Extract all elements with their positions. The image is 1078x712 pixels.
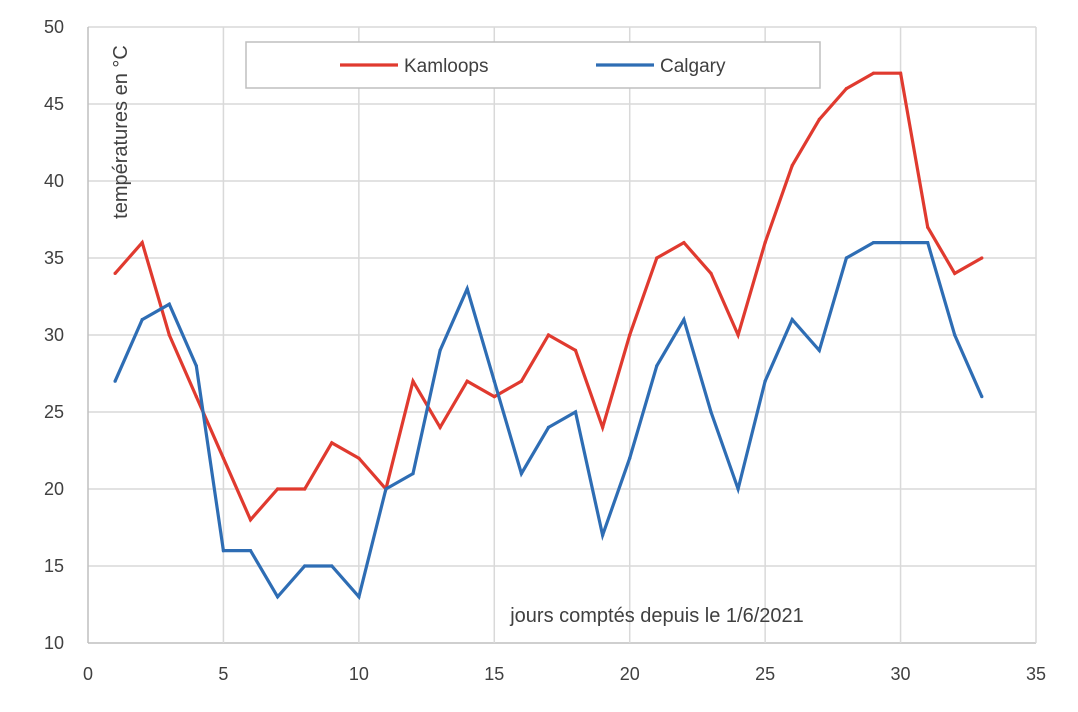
data-point-kamloops: [682, 241, 686, 245]
data-point-kamloops: [736, 333, 740, 337]
legend-box: [245, 41, 821, 89]
data-point-kamloops: [844, 87, 849, 91]
data-point-calgary: [817, 348, 821, 352]
x-axis-title: jours comptés depuis le 1/6/2021: [509, 605, 804, 627]
x-tick-label: 35: [1026, 664, 1046, 684]
y-tick-label: 35: [44, 248, 64, 268]
data-point-calgary: [411, 472, 415, 476]
data-point-kamloops: [926, 225, 930, 229]
data-point-kamloops: [113, 271, 117, 275]
x-tick-label: 5: [218, 664, 228, 684]
legend-label-calgary: Calgary: [660, 56, 726, 77]
data-point-kamloops: [248, 518, 253, 522]
data-point-kamloops: [330, 441, 334, 445]
data-point-kamloops: [140, 241, 144, 245]
data-point-kamloops: [817, 117, 821, 121]
y-axis-title: températures en °C: [110, 45, 132, 219]
y-tick-label: 50: [44, 17, 64, 37]
data-point-calgary: [113, 379, 117, 383]
x-tick-label: 20: [620, 664, 640, 684]
data-point-calgary: [303, 564, 307, 568]
data-point-kamloops: [357, 456, 361, 460]
data-point-calgary: [980, 395, 984, 399]
data-point-calgary: [601, 533, 605, 537]
series-lines: [113, 71, 984, 601]
x-tick-labels: 0 5 10 15 20 25 30 35: [83, 664, 1046, 684]
data-point-calgary: [709, 410, 713, 414]
data-point-kamloops: [871, 71, 876, 75]
data-point-calgary: [384, 487, 388, 491]
data-point-calgary: [871, 241, 876, 245]
data-point-calgary: [248, 549, 253, 553]
data-point-kamloops: [411, 379, 415, 383]
data-point-kamloops: [519, 379, 523, 383]
data-point-kamloops: [953, 271, 957, 275]
data-point-kamloops: [276, 487, 280, 491]
data-point-kamloops: [709, 271, 713, 275]
data-point-kamloops: [438, 425, 442, 429]
data-point-calgary: [465, 287, 469, 291]
y-tick-label: 40: [44, 171, 64, 191]
data-point-calgary: [194, 364, 198, 368]
legend: Kamloops Calgary: [245, 41, 821, 89]
data-point-calgary: [628, 456, 632, 460]
data-point-calgary: [167, 302, 171, 306]
y-tick-label: 30: [44, 325, 64, 345]
data-point-calgary: [573, 410, 578, 414]
data-point-calgary: [655, 364, 659, 368]
data-point-kamloops: [167, 333, 171, 337]
y-tick-labels: 10 15 20 25 30 35 40 45 50: [44, 17, 64, 653]
data-point-calgary: [438, 348, 442, 352]
x-tick-label: 15: [484, 664, 504, 684]
data-point-kamloops: [655, 256, 659, 260]
y-tick-label: 20: [44, 479, 64, 499]
data-point-calgary: [221, 549, 226, 553]
data-point-kamloops: [492, 395, 496, 399]
data-point-calgary: [140, 318, 144, 322]
data-point-kamloops: [221, 456, 226, 460]
y-tick-label: 25: [44, 402, 64, 422]
data-point-calgary: [763, 379, 767, 383]
data-point-kamloops: [573, 348, 578, 352]
data-point-calgary: [926, 241, 930, 245]
data-point-kamloops: [546, 333, 551, 337]
data-point-calgary: [357, 595, 361, 599]
data-point-kamloops: [303, 487, 307, 491]
x-tick-label: 25: [755, 664, 775, 684]
data-point-kamloops: [763, 241, 767, 245]
data-point-calgary: [519, 472, 523, 476]
data-point-calgary: [736, 487, 740, 491]
x-tick-label: 10: [349, 664, 369, 684]
legend-label-kamloops: Kamloops: [404, 56, 489, 77]
data-point-kamloops: [898, 71, 903, 75]
data-point-calgary: [790, 318, 794, 322]
data-point-calgary: [330, 564, 334, 568]
data-point-calgary: [546, 425, 551, 429]
data-point-calgary: [844, 256, 849, 260]
x-tick-label: 30: [891, 664, 911, 684]
data-point-calgary: [682, 318, 686, 322]
data-point-kamloops: [790, 164, 794, 168]
data-point-calgary: [953, 333, 957, 337]
y-tick-label: 45: [44, 94, 64, 114]
x-tick-label: 0: [83, 664, 93, 684]
data-point-calgary: [276, 595, 280, 599]
data-point-kamloops: [601, 425, 605, 429]
data-point-kamloops: [465, 379, 469, 383]
y-tick-label: 15: [44, 556, 64, 576]
data-point-kamloops: [628, 333, 632, 337]
y-tick-label: 10: [44, 633, 64, 653]
data-point-calgary: [898, 241, 903, 245]
data-point-kamloops: [194, 395, 198, 399]
data-point-calgary: [492, 379, 496, 383]
data-point-kamloops: [980, 256, 984, 260]
